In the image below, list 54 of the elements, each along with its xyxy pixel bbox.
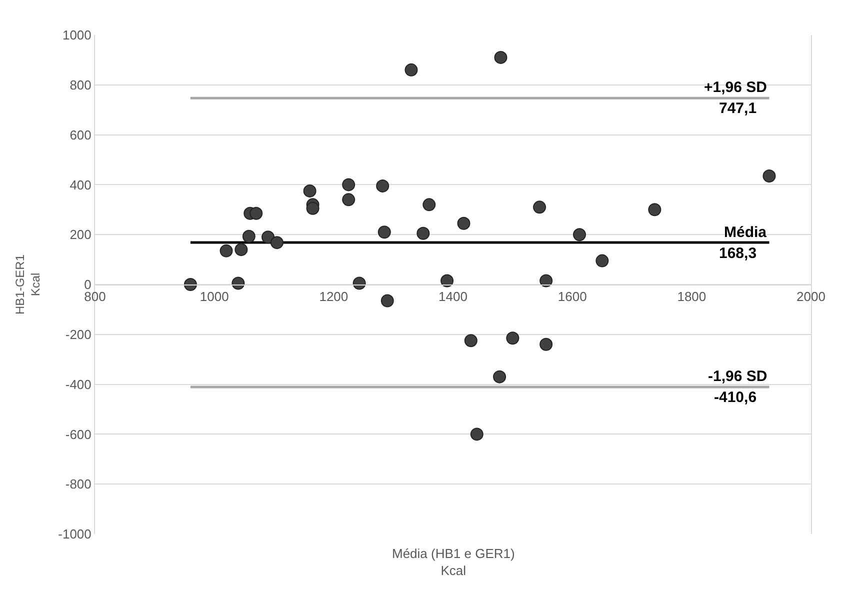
y-tick-label: 600 [70, 127, 92, 142]
point [250, 206, 263, 220]
ref-line-label: Média 168,3 [719, 224, 768, 262]
point [470, 428, 484, 441]
point [596, 254, 609, 268]
x-tick-label: 1800 [677, 289, 706, 304]
x-tick-label: 2000 [796, 289, 826, 304]
point [303, 184, 316, 198]
point [533, 200, 546, 214]
y-axis-title: HB1-GER1 Kcal [12, 254, 42, 315]
x-tick-label: 1200 [319, 289, 348, 304]
point [540, 274, 553, 288]
y-tick-label: -1000 [58, 526, 92, 542]
point [234, 243, 248, 256]
point [306, 202, 320, 215]
y-tick-label: -600 [65, 426, 92, 442]
point [762, 169, 776, 182]
point [352, 276, 366, 290]
y-tick-label: -200 [65, 326, 92, 342]
point [440, 274, 454, 288]
y-tick-label: -800 [65, 476, 92, 492]
point [220, 244, 233, 258]
point [262, 230, 275, 244]
point [506, 332, 520, 345]
point [457, 216, 470, 230]
point [416, 226, 430, 240]
point [422, 198, 436, 212]
point [404, 63, 418, 76]
point [572, 228, 586, 242]
x-tick-label: 1400 [438, 289, 468, 304]
y-tick-label: 800 [70, 77, 92, 92]
point [494, 50, 508, 64]
y-tick-label: 400 [70, 177, 92, 192]
point [380, 294, 394, 308]
point [342, 193, 356, 206]
point [232, 276, 245, 290]
point [342, 178, 356, 192]
x-tick-label: 1000 [200, 289, 229, 304]
point [242, 230, 256, 243]
point [648, 203, 662, 216]
point [464, 334, 478, 348]
x-tick-label: 1600 [558, 289, 587, 304]
x-axis-title: Média (HB1 e GER1) Kcal [392, 546, 515, 578]
point [493, 370, 506, 384]
point [184, 278, 197, 291]
point [376, 179, 390, 192]
point [540, 338, 553, 351]
y-tick-label: 200 [70, 227, 92, 242]
y-tick-label: -400 [65, 376, 92, 392]
ref-line-label: -1,96 SD -410,6 [708, 368, 768, 406]
point [378, 226, 391, 239]
point [270, 236, 284, 250]
ref-line-label: +1,96 SD 747,1 [704, 79, 768, 117]
y-tick-label: 1000 [62, 28, 92, 43]
